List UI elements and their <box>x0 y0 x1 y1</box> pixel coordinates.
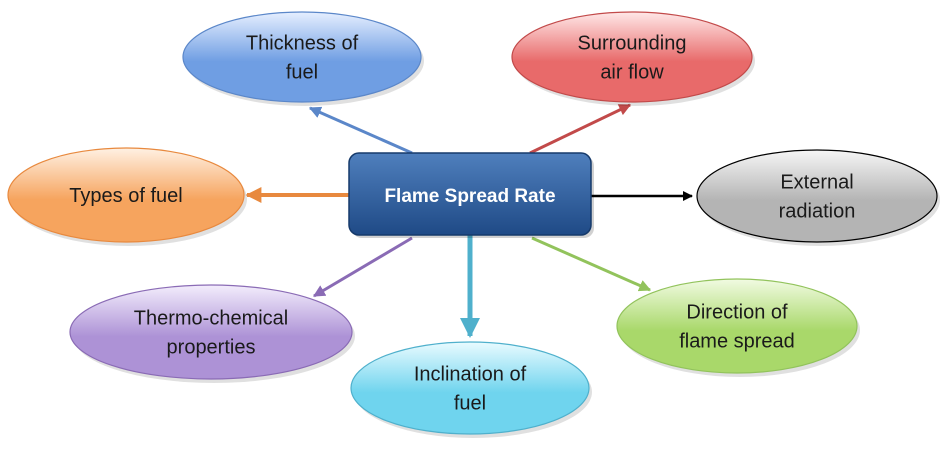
arrow-to-direction <box>531 236 652 292</box>
factor-node-label-line: Types of fuel <box>69 185 182 207</box>
arrow-to-thermo <box>312 236 413 298</box>
factor-node-label-line: flame spread <box>679 331 795 353</box>
factor-node-label-line: radiation <box>779 201 856 223</box>
factor-node-thickness: Thickness of fuel <box>182 11 424 106</box>
center-node-label: Flame Spread Rate <box>384 186 555 207</box>
factor-node-ellipse <box>7 147 245 243</box>
factor-node-radiation: External radiation <box>696 149 940 246</box>
factor-node-ellipse <box>350 341 590 435</box>
factor-node-label-line: air flow <box>600 62 664 84</box>
factor-node-label-line: External <box>780 172 853 194</box>
factor-node-ellipse <box>182 11 422 103</box>
factor-node-label-line: fuel <box>454 393 486 415</box>
center-node: Flame Spread Rate <box>348 152 594 238</box>
factor-node-label-line: Direction of <box>686 302 788 324</box>
factor-node-label-line: Inclination of <box>414 364 527 386</box>
arrow-to-airflow <box>529 103 632 155</box>
center-node-box <box>348 152 592 236</box>
factor-node-ellipse <box>511 11 753 103</box>
factor-node-ellipse <box>616 278 858 374</box>
factor-node-types: Types of fuel <box>7 147 247 246</box>
factor-node-inclination: Inclination of fuel <box>350 341 592 438</box>
factor-node-ellipse <box>69 284 353 380</box>
factor-node-label-line: Surrounding <box>578 33 687 55</box>
factor-node-thermo: Thermo-chemical properties <box>69 284 355 383</box>
arrow-to-thickness <box>308 106 413 155</box>
factor-node-ellipse <box>696 149 938 243</box>
factor-node-label-line: Thickness of <box>246 33 359 55</box>
factor-node-direction: Direction of flame spread <box>616 278 860 377</box>
factor-node-label-line: Thermo-chemical <box>134 308 288 330</box>
factor-node-label-line: fuel <box>286 62 318 84</box>
factor-nodes: Thickness of fuel Surrounding air flow Exter… <box>7 11 940 438</box>
arrows-layer <box>245 103 693 338</box>
factor-node-airflow: Surrounding air flow <box>511 11 755 106</box>
factor-node-label-line: properties <box>167 337 256 359</box>
